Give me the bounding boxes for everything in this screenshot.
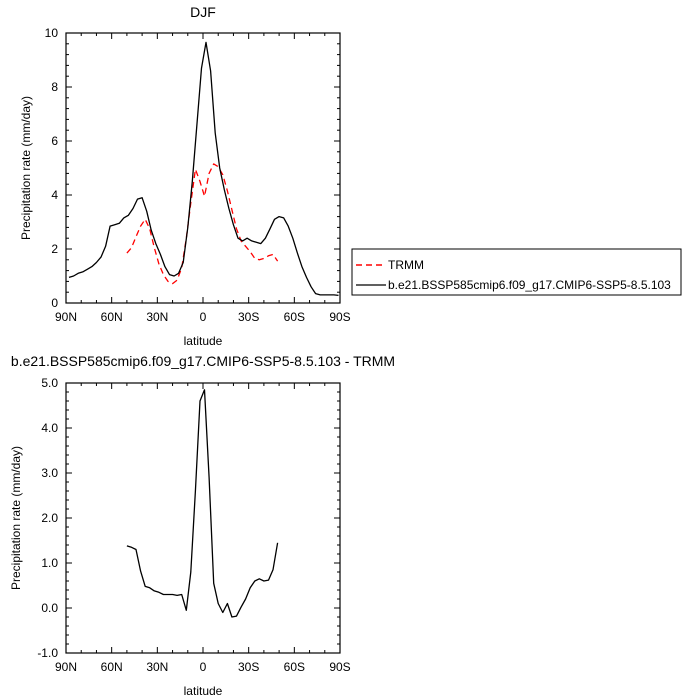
top-y-tick-label: 8 xyxy=(51,80,58,94)
bottom-x-tick-label: 60N xyxy=(101,660,123,674)
top-x-tick-label: 60N xyxy=(101,310,123,324)
bottom-y-axis-ticks: -1.0 0.0 1.0 2.0 3.0 4.0 5.0 xyxy=(37,376,340,660)
top-x-tick-label: 90N xyxy=(55,310,77,324)
legend-box xyxy=(351,248,682,296)
top-chart-panel: 90N 60N 30N 0 30S 60S 90S 0 2 4 6 8 10 DJF latitude… xyxy=(19,4,351,348)
bottom-x-tick-label: 90N xyxy=(55,660,77,674)
bottom-y-tick-label: 5.0 xyxy=(41,376,58,390)
bottom-y-tick-label: -1.0 xyxy=(37,646,58,660)
top-x-tick-label: 90S xyxy=(329,310,350,324)
bottom-chart-title: b.e21.BSSP585cmip6.f09_g17.CMIP6-SSP5-8.… xyxy=(11,353,395,369)
top-x-axis-label: latitude xyxy=(184,334,223,348)
legend: TRMM b.e21.BSSP585cmip6.f09_g17.CMIP6-SS… xyxy=(351,248,682,296)
bottom-x-tick-label: 90S xyxy=(329,660,350,674)
bottom-y-axis-label: Precipitation rate (mm/day) xyxy=(9,446,23,590)
top-plot-frame xyxy=(65,32,341,304)
bottom-y-tick-label: 3.0 xyxy=(41,466,58,480)
bottom-x-tick-label: 0 xyxy=(200,660,207,674)
bottom-x-axis-ticks: 90N 60N 30N 0 30S 60S 90S xyxy=(55,383,351,674)
top-y-tick-label: 0 xyxy=(51,296,58,310)
top-series-line-1 xyxy=(68,41,339,297)
top-y-tick-label: 2 xyxy=(51,242,58,256)
bottom-y-tick-label: 1.0 xyxy=(41,556,58,570)
bottom-series-line-0 xyxy=(126,389,279,618)
bottom-y-tick-label: 0.0 xyxy=(41,601,58,615)
bottom-x-tick-label: 60S xyxy=(284,660,305,674)
top-series-lines xyxy=(68,41,339,297)
top-x-tick-label: 30S xyxy=(238,310,259,324)
top-chart-title: DJF xyxy=(190,4,216,20)
top-x-tick-label: 60S xyxy=(284,310,305,324)
top-y-tick-label: 6 xyxy=(51,134,58,148)
bottom-chart-panel: 90N 60N 30N 0 30S 60S 90S -1.0 0.0 1.0 2.0 3.0 4.0 5… xyxy=(9,353,395,698)
bottom-x-tick-label: 30S xyxy=(238,660,259,674)
top-y-tick-label: 10 xyxy=(45,26,59,40)
top-y-axis-label: Precipitation rate (mm/day) xyxy=(19,96,33,240)
bottom-plot-frame xyxy=(65,382,341,654)
top-x-tick-label: 30N xyxy=(146,310,168,324)
legend-label-trmm: TRMM xyxy=(388,258,424,272)
top-y-axis-ticks: 0 2 4 6 8 10 xyxy=(45,26,340,310)
bottom-y-tick-label: 2.0 xyxy=(41,511,58,525)
bottom-y-tick-label: 4.0 xyxy=(41,421,58,435)
bottom-x-axis-label: latitude xyxy=(184,684,223,698)
legend-label-model: b.e21.BSSP585cmip6.f09_g17.CMIP6-SSP5-8.… xyxy=(388,278,671,292)
top-series-line-0 xyxy=(126,163,279,285)
top-x-tick-label: 0 xyxy=(200,310,207,324)
top-x-axis-ticks: 90N 60N 30N 0 30S 60S 90S xyxy=(55,33,351,324)
bottom-series-lines xyxy=(126,389,279,618)
top-y-tick-label: 4 xyxy=(51,188,58,202)
bottom-x-tick-label: 30N xyxy=(146,660,168,674)
